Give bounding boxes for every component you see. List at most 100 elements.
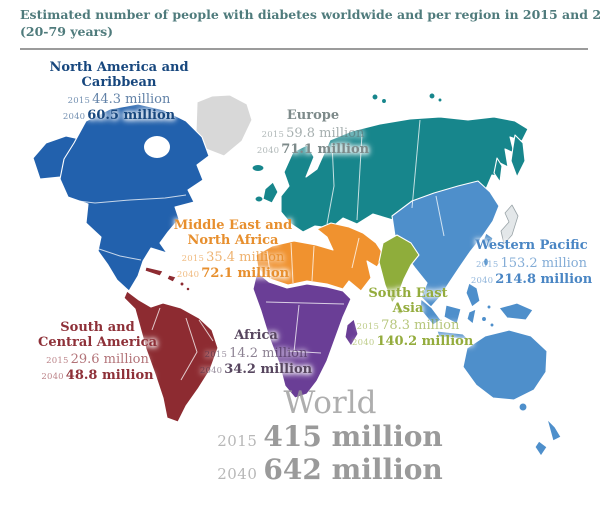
- region-title-line: Middle East and: [173, 218, 293, 233]
- year-label: 2040: [256, 145, 280, 156]
- year-label: 2040: [176, 270, 200, 281]
- label-south-central-america: South and Central America 2015 29.6 milli…: [20, 320, 175, 384]
- value-2040: 214.8 million: [495, 271, 593, 287]
- country-borders: [61, 119, 445, 381]
- world-value-2040: 642 million: [263, 453, 443, 487]
- region-title-line: North Africa: [187, 232, 279, 248]
- sri-lanka-shape: [396, 307, 404, 315]
- china-east-asia-shape: [391, 180, 500, 308]
- title-line-2: (20-79 years): [20, 23, 114, 39]
- value-2040: 71.1 million: [281, 141, 370, 157]
- year-label: 2040: [352, 338, 375, 349]
- value-row-2015: 2015 35.4 million: [157, 250, 309, 266]
- region-title-line: South East: [368, 286, 448, 301]
- philippines-shape: [465, 282, 481, 308]
- world-title: World: [283, 385, 377, 421]
- new-zealand-north: [546, 418, 562, 442]
- year-label: 2015: [46, 356, 69, 367]
- ireland-shape: [254, 195, 264, 203]
- world-totals: World 2015 415 million 2040 642 million: [150, 386, 510, 486]
- world-row-2040: 2040 642 million: [150, 453, 510, 486]
- value-row-2040: 2040 71.1 million: [243, 142, 383, 158]
- year-label: 2040: [217, 465, 258, 484]
- hispaniola-shape: [166, 274, 177, 283]
- island-dot: [486, 304, 492, 310]
- sakhalin-shape: [493, 157, 503, 183]
- border-line: [98, 248, 142, 261]
- border-line: [326, 142, 335, 225]
- year-label: 2015: [356, 322, 380, 333]
- value-2040: 34.2 million: [224, 361, 313, 377]
- value-row-2040: 2040 214.8 million: [463, 272, 600, 288]
- label-europe: Europe 2015 59.8 million 2040 71.1 million: [243, 108, 383, 158]
- cuba-shape: [144, 266, 164, 277]
- region-title: Europe: [243, 108, 383, 124]
- island-dot: [179, 281, 185, 287]
- island-dot: [185, 286, 191, 292]
- value-row-2015: 2015 78.3 million: [352, 318, 464, 334]
- region-title-line: Central America: [37, 334, 158, 350]
- region-title-line: Europe: [286, 108, 340, 123]
- region-title: Western Pacific: [463, 238, 600, 254]
- border-line: [356, 133, 363, 221]
- region-title-line: Caribbean: [81, 74, 157, 90]
- island-dot: [480, 315, 488, 323]
- value-2040: 48.8 million: [65, 368, 154, 384]
- region-title-line: Western Pacific: [475, 238, 588, 253]
- borneo-shape: [443, 304, 462, 325]
- value-2040: 72.1 million: [201, 266, 290, 282]
- region-title: Middle East and North Africa: [157, 218, 309, 248]
- south-america-shape: [123, 290, 219, 423]
- arctic-island: [428, 92, 436, 100]
- australia-shape: [462, 329, 548, 401]
- year-label: 2015: [67, 96, 91, 107]
- value-row-2015: 2015 14.2 million: [196, 346, 316, 362]
- region-title: South East Asia: [352, 286, 464, 316]
- map-region-japan: [500, 204, 519, 245]
- year-label: 2015: [181, 254, 205, 265]
- europe-russia-shape: [280, 116, 529, 233]
- value-row-2040: 2040 34.2 million: [196, 362, 316, 378]
- region-title: South and Central America: [20, 320, 175, 350]
- value-row-2015: 2015 29.6 million: [20, 352, 175, 368]
- world-value-2015: 415 million: [263, 420, 443, 454]
- value-row-2015: 2015 153.2 million: [463, 256, 600, 272]
- island-dot: [489, 322, 495, 328]
- border-line: [151, 307, 161, 331]
- new-guinea-shape: [498, 302, 534, 321]
- border-line: [287, 350, 322, 354]
- border-line: [290, 242, 294, 284]
- label-western-pacific: Western Pacific 2015 153.2 million 2040 21…: [463, 238, 600, 288]
- value-2015: 35.4 million: [206, 250, 285, 266]
- region-title-line: Africa: [234, 328, 278, 343]
- value-row-2040: 2040 60.5 million: [24, 108, 214, 124]
- year-label: 2015: [204, 349, 228, 360]
- world-row-2015: 2015 415 million: [150, 420, 510, 453]
- border-line: [351, 237, 360, 269]
- label-north-america-caribbean: North America and Caribbean 2015 44.3 mil…: [24, 60, 214, 124]
- region-title-line: Asia: [392, 300, 424, 316]
- tasmania-shape: [518, 402, 528, 412]
- sulawesi-shape: [466, 308, 477, 325]
- border-line: [411, 119, 421, 209]
- year-label: 2040: [199, 365, 223, 376]
- year-label: 2040: [470, 275, 494, 286]
- year-label: 2040: [41, 372, 64, 383]
- year-label: 2015: [217, 432, 258, 451]
- year-label: 2015: [261, 129, 285, 140]
- value-2015: 14.2 million: [229, 345, 308, 361]
- arctic-island: [380, 97, 388, 105]
- value-row-2015: 2015 44.3 million: [24, 92, 214, 108]
- border-line: [180, 317, 198, 381]
- hudson-bay: [144, 136, 170, 158]
- value-row-2015: 2015 59.8 million: [243, 126, 383, 142]
- korea-shape: [482, 232, 494, 250]
- region-title: Africa: [196, 328, 316, 344]
- value-row-2040: 2040 72.1 million: [157, 266, 309, 282]
- label-africa: Africa 2015 14.2 million 2040 34.2 million: [196, 328, 316, 378]
- map-region-western-pacific: [391, 180, 562, 457]
- value-2040: 60.5 million: [87, 108, 176, 124]
- border-line: [311, 245, 315, 282]
